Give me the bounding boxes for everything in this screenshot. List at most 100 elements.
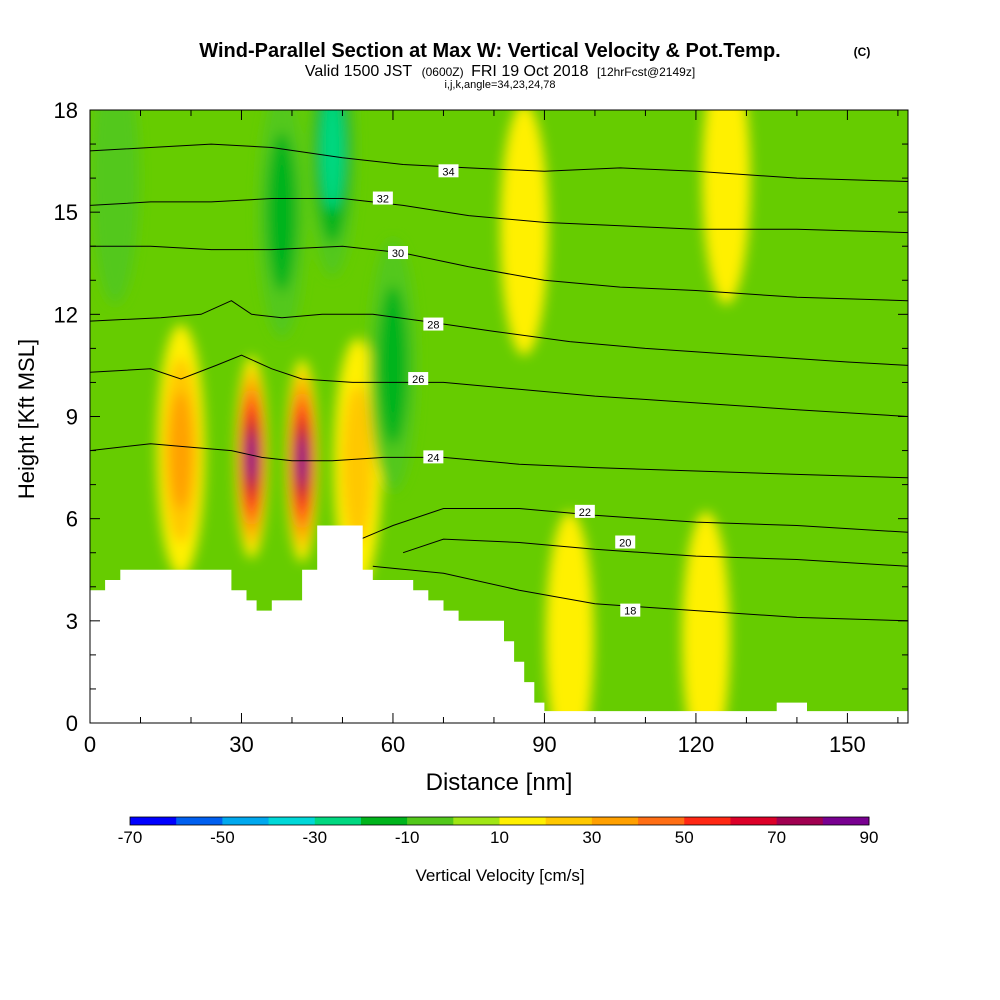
isentrope-label-box	[388, 246, 409, 260]
isentrope-label: 20	[619, 538, 631, 550]
isentrope-label-box	[620, 603, 641, 617]
valid-time: Valid 1500 JST	[305, 63, 413, 80]
isentrope-labels: 18 20 22 24 26 28 30 32 34	[372, 164, 641, 618]
velocity-contour	[545, 511, 594, 723]
velocity-cell-downdraft	[257, 110, 306, 339]
colorbar-swatch	[453, 817, 500, 825]
isentrope-label: 34	[442, 166, 454, 178]
isentrope-line	[90, 443, 908, 479]
velocity-contour	[702, 110, 751, 305]
utc-time: (0600Z)	[422, 65, 464, 79]
velocity-cell-updraft	[500, 110, 549, 356]
isentrope-line	[352, 508, 908, 543]
colorbar-tick-label: 90	[860, 828, 879, 847]
isentrope-label-box	[408, 372, 429, 386]
isentrope-line	[90, 300, 908, 366]
y-tick-label: 0	[66, 711, 78, 736]
isentrope-line	[90, 245, 908, 302]
colorbar-swatch	[176, 817, 223, 825]
velocity-cell-updraft	[235, 356, 268, 559]
velocity-contour	[266, 132, 298, 293]
isentrope-label: 26	[412, 374, 424, 386]
indices-line: i,j,k,angle=34,23,24,78	[444, 79, 555, 91]
isentrope-label: 32	[377, 194, 389, 206]
velocity-contour	[169, 391, 193, 510]
copyright-mark: (C)	[854, 45, 871, 59]
colorbar-swatch	[222, 817, 270, 825]
isentrope-line	[90, 198, 908, 234]
colorbar-tick-label: 70	[767, 828, 786, 847]
velocity-contour	[342, 384, 374, 545]
velocity-contour	[320, 110, 345, 211]
terrain	[90, 525, 908, 723]
colorbar-swatch	[268, 817, 316, 825]
isentrope-label: 18	[624, 606, 636, 618]
y-tick-label: 18	[54, 98, 78, 123]
isentrope-label: 24	[427, 452, 439, 464]
velocity-contour	[682, 511, 731, 723]
velocity-cell-updraft	[156, 324, 205, 577]
isentrope-label: 30	[392, 248, 404, 260]
velocity-cell-updraft	[682, 511, 731, 723]
colorbar-tick-label: -70	[118, 828, 143, 847]
velocity-contour	[377, 285, 409, 446]
isentrope-line	[402, 538, 908, 567]
isentrope-label-box	[372, 191, 393, 205]
x-tick-label: 90	[532, 732, 556, 757]
colorbar-swatch	[638, 817, 685, 825]
colorbar-label: Vertical Velocity [cm/s]	[415, 866, 584, 885]
isentrope-label-box	[438, 164, 459, 178]
isentrope-label: 28	[427, 320, 439, 332]
y-tick-label: 6	[66, 507, 78, 532]
colorbar-swatch	[360, 817, 408, 825]
y-tick-label: 3	[66, 609, 78, 634]
isentrope-label-box	[423, 317, 444, 331]
y-tick-label: 9	[66, 405, 78, 430]
colorbar-swatch	[591, 817, 639, 825]
isentrope-label-box	[423, 450, 444, 464]
colorbar-frame	[129, 816, 870, 826]
y-tick-label: 12	[54, 302, 78, 327]
isentrope-label: 22	[579, 507, 591, 519]
x-tick-label: 0	[84, 732, 96, 757]
x-axis: 0 30 60 90 120 150	[84, 110, 899, 757]
velocity-contour	[246, 433, 257, 482]
x-tick-label: 120	[678, 732, 715, 757]
isentrope-label-box	[574, 504, 595, 518]
forecast-info: [12hrFcst@2149z]	[597, 65, 695, 79]
isentrope-label-box	[615, 535, 636, 549]
velocity-cell-updraft	[545, 511, 594, 723]
velocity-cell-downdraft	[368, 239, 417, 492]
plot-area: 18 20 22 24 26 28 30 32 34	[89, 109, 909, 724]
isentrope-line	[90, 354, 908, 417]
colorbar-tick-label: 30	[582, 828, 601, 847]
isentropes	[90, 143, 908, 622]
colorbar-tick-label: 50	[675, 828, 694, 847]
velocity-contour	[91, 110, 140, 305]
isentrope-line	[372, 565, 908, 622]
colorbar: -70 -50 -30 -10 10 30 50 70 90	[118, 816, 879, 847]
colorbar-swatch	[776, 817, 824, 825]
colorbar-swatch	[499, 817, 547, 825]
x-tick-label: 60	[381, 732, 405, 757]
colorbar-swatch	[407, 817, 454, 825]
colorbar-tick-label: -30	[302, 828, 327, 847]
y-tick-label: 15	[54, 200, 78, 225]
colorbar-swatch	[684, 817, 731, 825]
chart-subtitle: Valid 1500 JST (0600Z) FRI 19 Oct 2018 […	[305, 63, 695, 80]
velocity-cell-downdraft	[91, 110, 140, 305]
isentrope-line	[90, 143, 908, 182]
valid-date: FRI 19 Oct 2018	[471, 63, 588, 80]
colorbar-tick-label: 10	[490, 828, 509, 847]
velocity-contour	[500, 110, 549, 356]
y-axis: 0 3 6 9 12 15 18	[54, 98, 908, 736]
y-axis-label: Height [Kft MSL]	[14, 339, 39, 499]
colorbar-swatch	[730, 817, 778, 825]
velocity-cell-downdraft	[308, 110, 357, 277]
colorbar-swatch	[130, 817, 177, 825]
colorbar-swatch	[545, 817, 593, 825]
x-axis-label: Distance [nm]	[426, 769, 573, 796]
x-tick-label: 30	[229, 732, 253, 757]
chart-title: Wind-Parallel Section at Max W: Vertical…	[199, 40, 780, 62]
colorbar-tick-label: -10	[395, 828, 420, 847]
